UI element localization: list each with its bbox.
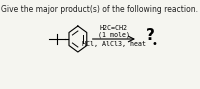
Text: ?: ? [146, 28, 155, 43]
Text: HCl, AlCl3, heat: HCl, AlCl3, heat [82, 41, 146, 47]
Text: H2C=CH2: H2C=CH2 [100, 25, 128, 31]
Text: •: • [151, 39, 157, 49]
Text: (1 mole): (1 mole) [98, 32, 130, 38]
Text: Give the major product(s) of the following reaction.: Give the major product(s) of the followi… [1, 5, 198, 14]
